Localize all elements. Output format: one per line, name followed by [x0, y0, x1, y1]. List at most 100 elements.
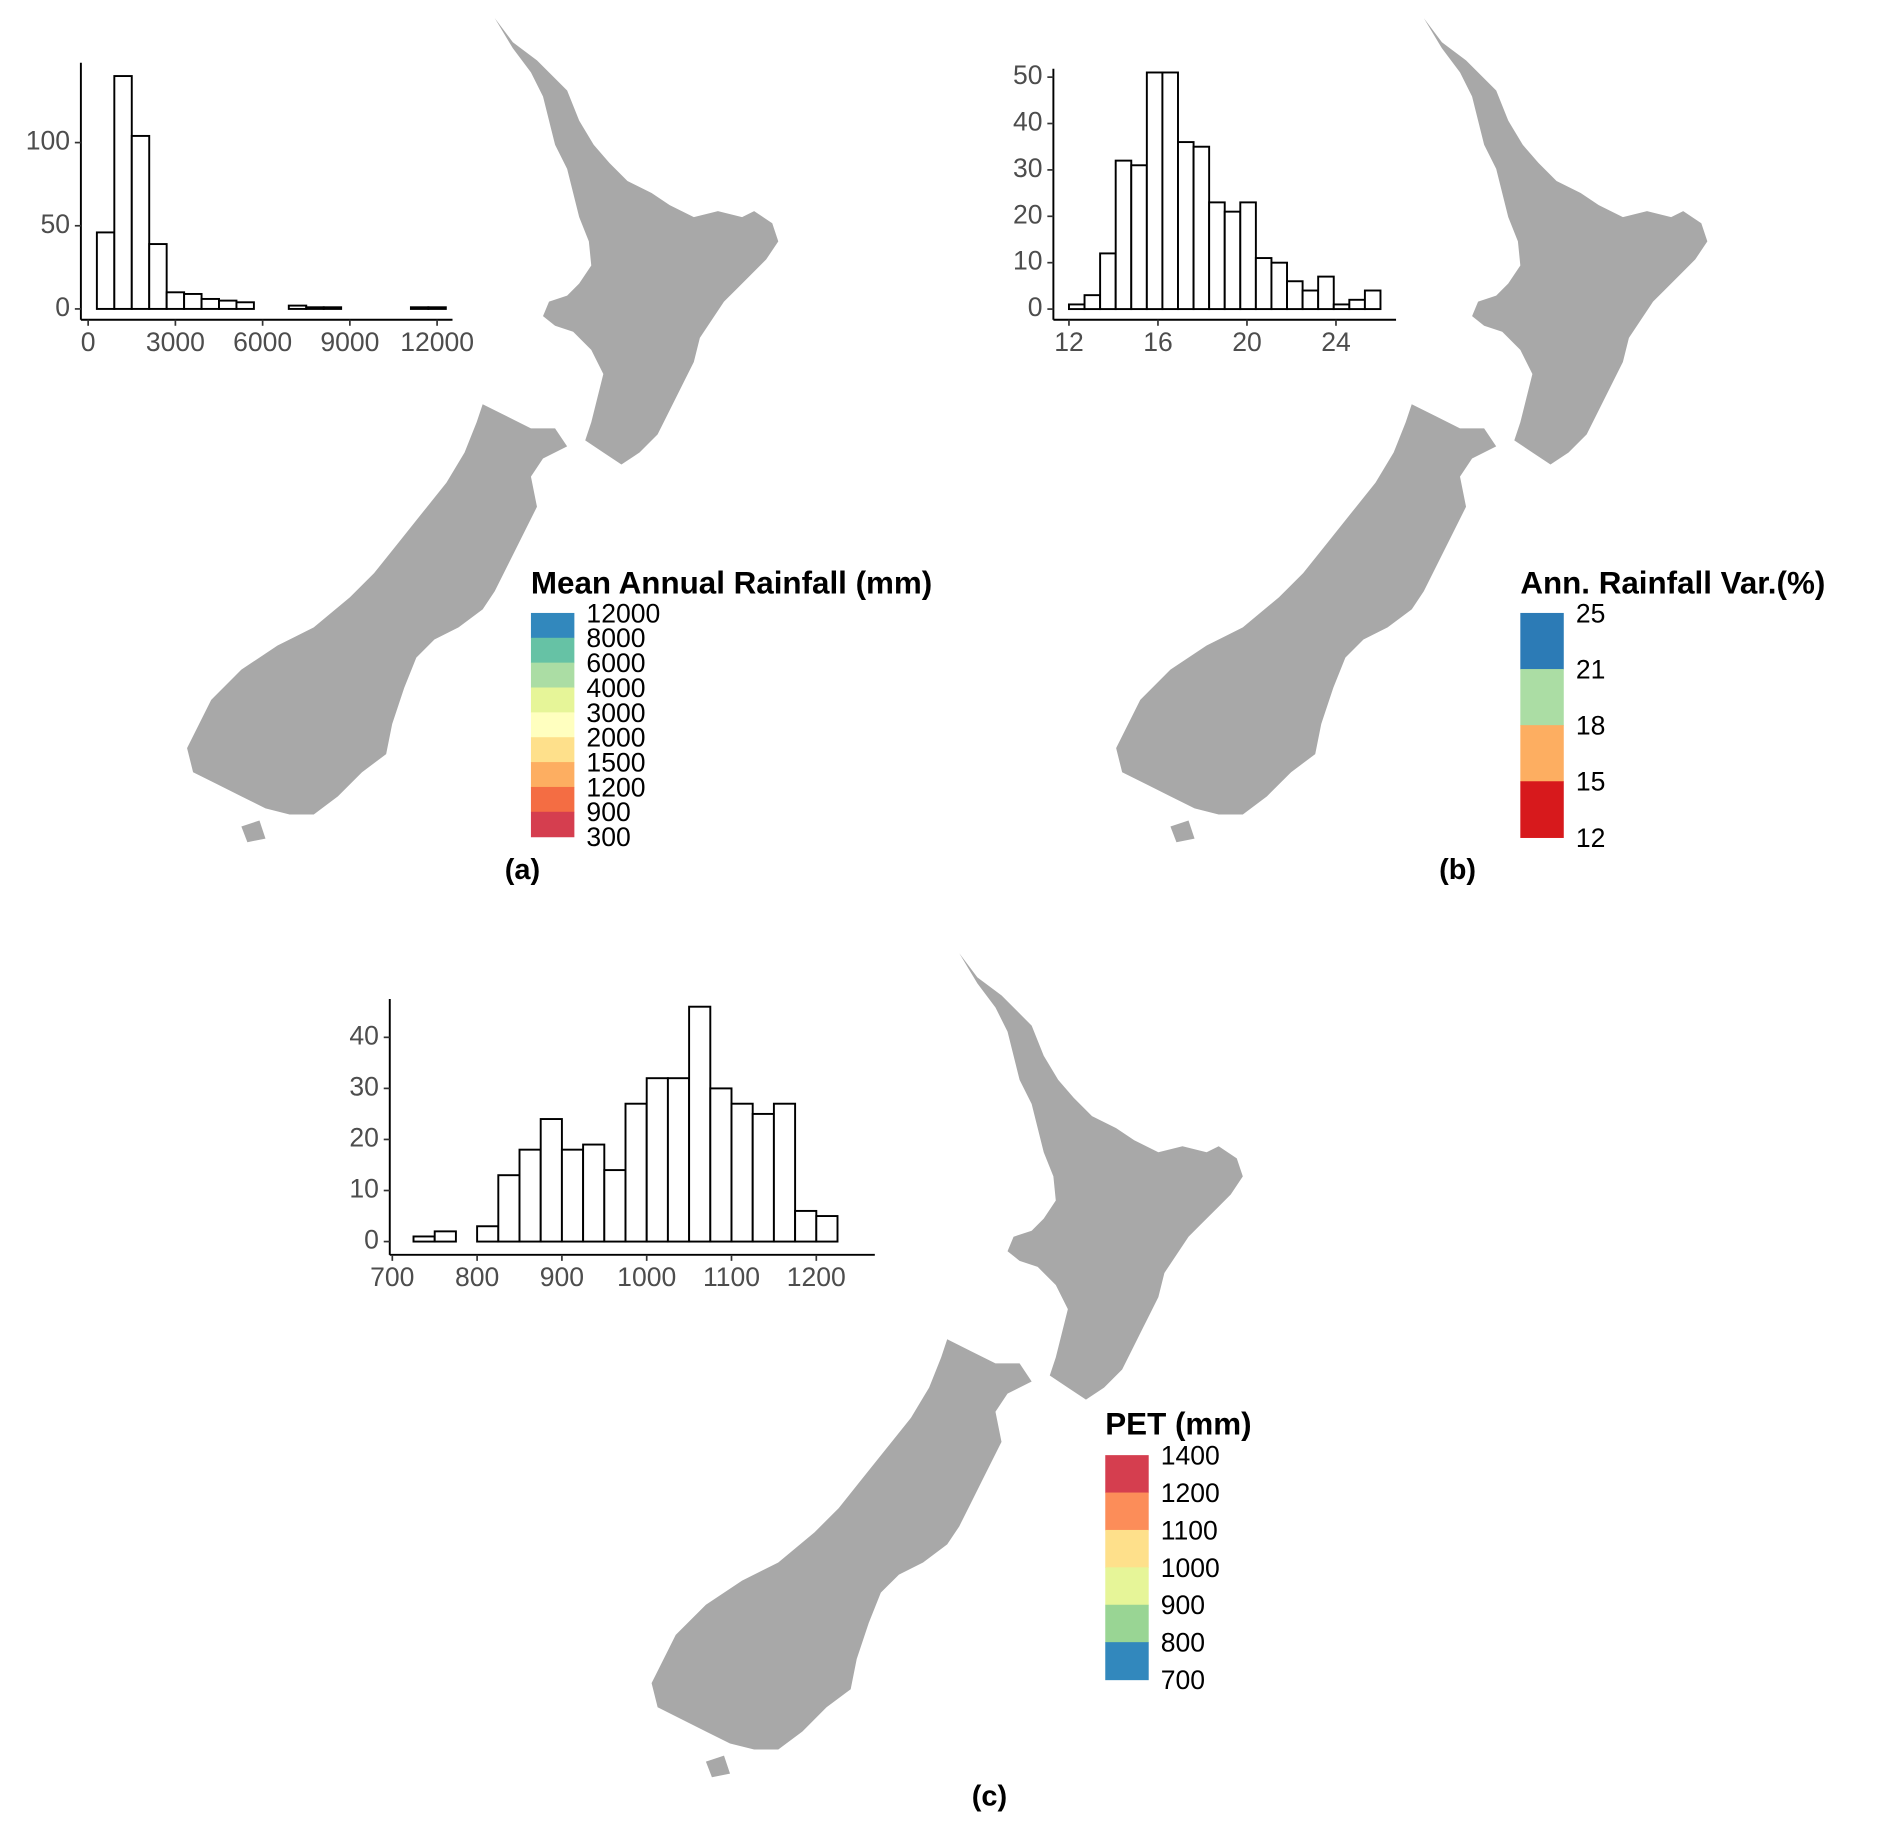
- legend-swatch: [530, 737, 575, 763]
- legend-swatch: [1520, 725, 1564, 782]
- bar: [815, 1215, 839, 1243]
- legend-swatch: [530, 786, 575, 813]
- legend-swatch: [1105, 1642, 1149, 1681]
- legend-label: 3000: [586, 698, 645, 728]
- bar: [772, 1102, 797, 1243]
- x-tick-label: 16: [1143, 327, 1173, 357]
- bar: [1348, 298, 1366, 311]
- legend-label: 21: [1576, 654, 1606, 684]
- bar: [1192, 145, 1211, 311]
- x-tick-label: 12000: [400, 327, 474, 357]
- legend-label: 25: [1576, 598, 1606, 628]
- legend-label: 1000: [1161, 1553, 1220, 1583]
- x-tick-label: 24: [1321, 327, 1351, 357]
- bar: [560, 1148, 585, 1243]
- bar: [113, 75, 133, 310]
- map-b: [1116, 18, 1708, 843]
- bar: [688, 1005, 712, 1243]
- legend-swatch: [530, 637, 575, 664]
- x-tick-label: 9000: [320, 327, 379, 357]
- bar: [200, 297, 220, 310]
- bar: [1161, 71, 1179, 311]
- legend-swatch: [1520, 781, 1564, 838]
- y-tick-label: 10: [349, 1174, 379, 1204]
- bar: [1301, 289, 1320, 311]
- legend-swatch: [530, 662, 575, 689]
- bar: [165, 291, 186, 310]
- legend-label: 1400: [1161, 1441, 1220, 1471]
- map-a: [187, 18, 779, 843]
- bar: [305, 306, 325, 310]
- bar: [476, 1225, 500, 1243]
- y-tick-label: 40: [1013, 107, 1043, 137]
- bar: [1317, 275, 1335, 311]
- legend-label: 12: [1576, 823, 1606, 853]
- x-tick-label: 800: [455, 1262, 499, 1292]
- bar: [1239, 201, 1257, 311]
- bar: [582, 1143, 606, 1243]
- legend-swatch: [530, 687, 575, 713]
- bar: [624, 1102, 648, 1243]
- legend-label: 4000: [586, 673, 645, 703]
- y-tick-label: 30: [349, 1071, 379, 1101]
- bar: [1177, 141, 1195, 311]
- bar: [1083, 294, 1102, 311]
- y-tick-label: 40: [349, 1020, 379, 1050]
- bar: [1067, 303, 1086, 311]
- legend-swatch: [1105, 1492, 1149, 1531]
- y-tick-label: 20: [349, 1122, 379, 1152]
- y-tick-label: 30: [1013, 153, 1043, 183]
- bar: [148, 243, 168, 310]
- bar: [730, 1102, 754, 1243]
- legend-label: 300: [586, 822, 630, 852]
- legend-title: Ann. Rainfall Var.(%): [1520, 565, 1825, 600]
- legend-label: 2000: [586, 723, 645, 753]
- legend-label: 1200: [586, 772, 645, 802]
- bar: [427, 306, 447, 310]
- bar: [1114, 159, 1133, 311]
- bar: [1130, 164, 1148, 311]
- legend-title: Mean Annual Rainfall (mm): [531, 565, 932, 600]
- bar: [1363, 289, 1382, 311]
- legend-label: 6000: [586, 648, 645, 678]
- y-tick-label: 0: [364, 1225, 379, 1255]
- legend-swatch: [1105, 1567, 1149, 1606]
- legend-label: 900: [1161, 1590, 1205, 1620]
- legend-label: 900: [586, 797, 630, 827]
- bar: [751, 1112, 775, 1243]
- x-tick-label: 3000: [146, 327, 205, 357]
- bar: [287, 304, 308, 310]
- legend-label: 1200: [1161, 1478, 1220, 1508]
- legend-swatch: [1520, 612, 1564, 670]
- x-tick-label: 6000: [233, 327, 292, 357]
- y-tick-label: 0: [1028, 292, 1043, 322]
- bar: [1145, 71, 1164, 311]
- y-tick-label: 50: [41, 209, 71, 239]
- x-tick-label: 1100: [703, 1262, 760, 1292]
- bar: [412, 1235, 436, 1243]
- legend-swatch: [1105, 1529, 1149, 1568]
- bar: [218, 299, 238, 310]
- bar: [794, 1209, 818, 1243]
- y-tick-label: 0: [55, 292, 70, 322]
- legend-swatch: [530, 811, 575, 838]
- panel-label: (b): [1439, 854, 1476, 886]
- legend-label: 18: [1576, 711, 1606, 741]
- legend-swatch: [530, 612, 575, 639]
- legend-swatch: [1105, 1604, 1149, 1643]
- bar: [645, 1077, 669, 1243]
- legend-label: 8000: [586, 623, 645, 653]
- bar: [1332, 303, 1351, 311]
- y-tick-label: 50: [1013, 60, 1043, 90]
- x-tick-label: 700: [370, 1262, 414, 1292]
- bar: [1099, 252, 1117, 311]
- bar: [1223, 210, 1242, 311]
- bar: [539, 1118, 563, 1243]
- y-tick-label: 100: [26, 126, 70, 156]
- bar: [603, 1169, 627, 1243]
- bar: [1254, 257, 1273, 311]
- x-tick-label: 12: [1054, 327, 1084, 357]
- bar: [322, 306, 343, 310]
- x-tick-label: 20: [1232, 327, 1262, 357]
